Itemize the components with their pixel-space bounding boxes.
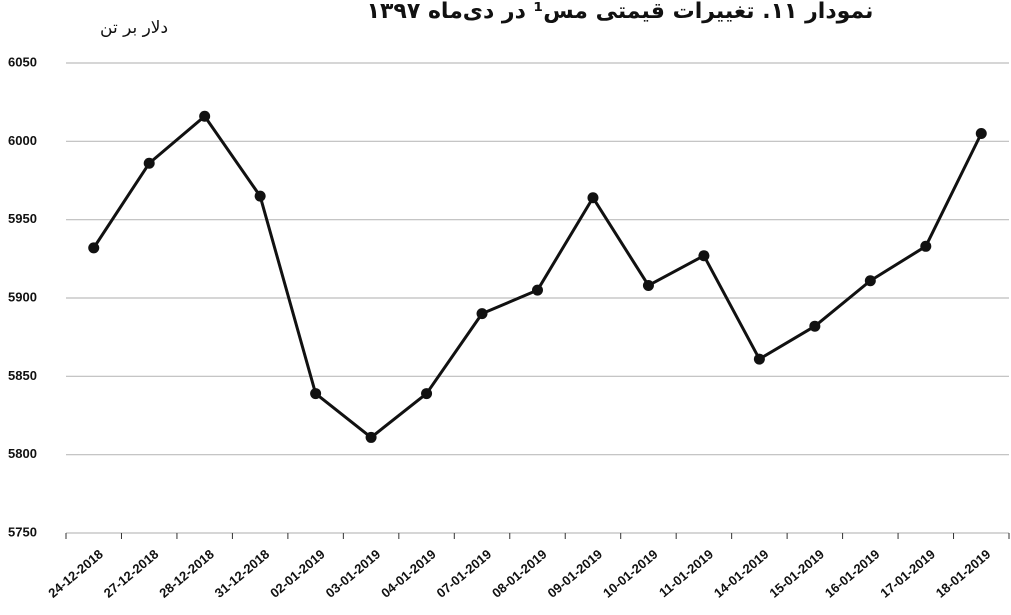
data-point (254, 190, 266, 202)
data-point (753, 353, 765, 365)
y-tick-label: 5750 (8, 524, 37, 539)
x-tick-label: 31-12-2018 (212, 546, 273, 600)
data-point (809, 320, 821, 332)
x-tick-label: 07-01-2019 (434, 546, 495, 600)
y-tick-label: 6000 (8, 133, 37, 148)
x-tick-label: 10-01-2019 (600, 546, 661, 600)
data-point (532, 284, 543, 296)
data-point (365, 431, 377, 443)
y-tick-label: 5950 (8, 211, 37, 226)
data-point (698, 250, 710, 262)
x-tick-label: 18-01-2019 (933, 546, 994, 600)
x-tick-label: 15-01-2019 (766, 546, 827, 600)
y-tick-label: 5800 (8, 446, 37, 461)
x-tick-label: 02-01-2019 (267, 546, 328, 600)
x-tick-label: 03-01-2019 (323, 546, 384, 600)
data-point (642, 279, 654, 291)
x-tick-label: 16-01-2019 (822, 546, 883, 600)
data-point (920, 240, 932, 252)
data-point (421, 388, 433, 400)
x-tick-label: 24-12-2018 (45, 546, 106, 600)
x-tick-label: 17-01-2019 (877, 546, 938, 600)
x-tick-label: 04-01-2019 (378, 546, 439, 600)
data-point (476, 308, 488, 320)
y-tick-label: 6050 (8, 54, 37, 69)
y-axis-label: دلار بر تن (100, 18, 168, 38)
x-tick-label: 11-01-2019 (656, 546, 716, 600)
x-tick-label: 27-12-2018 (101, 546, 162, 600)
data-line (92, 114, 983, 439)
y-tick-label: 5850 (8, 368, 37, 383)
data-point (587, 192, 599, 204)
y-tick-label: 5900 (8, 289, 37, 304)
data-point (975, 128, 987, 139)
chart-title: نمودار ۱۱. تغییرات قیمتی مس¹ در دی‌ماه ۱… (367, 0, 874, 24)
data-point (864, 275, 876, 287)
x-tick-label: 09-01-2019 (545, 546, 606, 600)
data-point (88, 242, 100, 254)
data-point (143, 157, 155, 169)
data-point (310, 388, 322, 400)
x-tick-label: 08-01-2019 (489, 546, 550, 600)
data-point (199, 110, 211, 122)
x-tick-label: 28-12-2018 (156, 546, 217, 600)
x-tick-label: 14-01-2019 (711, 546, 772, 600)
